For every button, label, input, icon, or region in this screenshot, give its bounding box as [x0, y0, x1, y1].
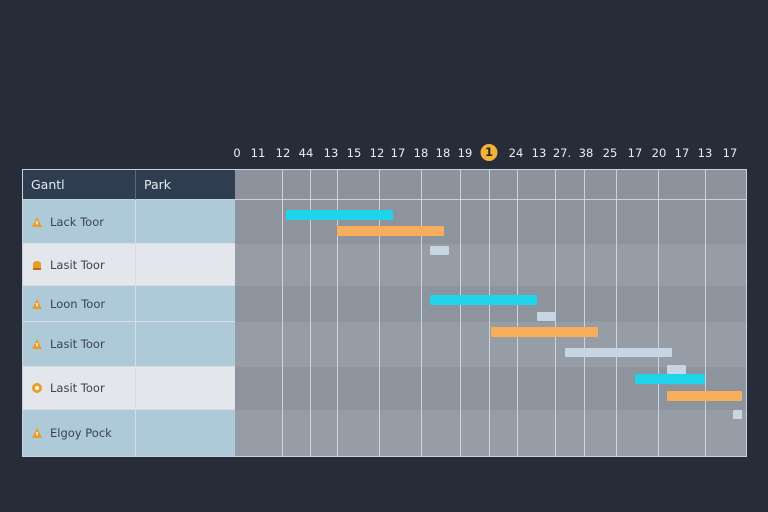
- grid-line: [282, 170, 283, 456]
- task-row-label[interactable]: Elgoy Pock: [23, 410, 136, 456]
- chart-area: [235, 170, 746, 456]
- timeline-tick: 12: [275, 146, 291, 160]
- task-name: Elgoy Pock: [50, 426, 112, 440]
- task-row-label[interactable]: Lasit Toor: [23, 322, 136, 367]
- grid-line: [489, 170, 490, 456]
- task-name: Lasit Toor: [50, 257, 105, 272]
- timeline-tick: 17: [390, 146, 406, 160]
- column-header-park[interactable]: Park: [136, 170, 235, 200]
- task-row-label[interactable]: Lack Toor: [23, 200, 136, 244]
- grid-line: [584, 170, 585, 456]
- gantt-bar-cyan[interactable]: [430, 295, 538, 305]
- circle-badge-icon: [31, 382, 43, 394]
- gantt-bar-orange[interactable]: [337, 226, 445, 236]
- gantt-bar-orange[interactable]: [490, 327, 598, 337]
- task-row-park-cell[interactable]: [136, 322, 235, 367]
- timeline-tick: 17: [722, 146, 738, 160]
- task-row-label[interactable]: Lasit Toor: [23, 367, 136, 410]
- timeline-tick: 0: [233, 146, 241, 160]
- timeline-tick-current[interactable]: 1: [480, 144, 498, 161]
- warning-cone-icon: [31, 338, 43, 350]
- gantt-chart: Gantl Park Lack Toor Lasit Toor Loon Toor L…: [22, 169, 747, 457]
- timeline-tick: 13: [323, 146, 339, 160]
- gantt-bar-pale[interactable]: [537, 312, 556, 321]
- warning-cone-icon: [31, 216, 43, 228]
- grid-line: [337, 170, 338, 456]
- timeline-tick: 44: [298, 146, 314, 160]
- gantt-bar-pale[interactable]: [565, 348, 673, 357]
- task-row-park-cell[interactable]: [136, 367, 235, 410]
- grid-line: [705, 170, 706, 456]
- timeline-tick: 17: [627, 146, 643, 160]
- gantt-bar-cyan[interactable]: [634, 374, 705, 384]
- grid-line: [460, 170, 461, 456]
- task-name: Lasit Toor: [50, 337, 105, 351]
- timeline-tick: 11: [250, 146, 266, 160]
- grid-line: [310, 170, 311, 456]
- grid-line: [658, 170, 659, 456]
- chart-row-band: [235, 322, 746, 367]
- gantt-bar-pale[interactable]: [667, 365, 687, 374]
- timeline-tick: 18: [413, 146, 429, 160]
- grid-line: [517, 170, 518, 456]
- column-header-timeline: [235, 170, 746, 200]
- task-row-park-cell[interactable]: [136, 410, 235, 456]
- grid-line: [379, 170, 380, 456]
- timeline-tick: 24: [508, 146, 524, 160]
- chart-row-band: [235, 410, 746, 456]
- task-name: Loon Toor: [50, 296, 106, 311]
- timeline-tick: 17: [674, 146, 690, 160]
- task-row-label[interactable]: Lasit Toor: [23, 244, 136, 286]
- timeline-tick: 15: [346, 146, 362, 160]
- timeline-tick: 25: [602, 146, 618, 160]
- timeline-header: 0 11 12 44 13 15 12 17 18 18 19 1 24 13 27. 38 25 17 20 17 1…: [226, 144, 746, 162]
- lamp-icon: [31, 259, 43, 271]
- timeline-tick: 19: [457, 146, 473, 160]
- gantt-bar-pale[interactable]: [732, 410, 742, 419]
- task-row-park-cell[interactable]: [136, 244, 235, 286]
- gantt-bar-orange[interactable]: [667, 391, 742, 401]
- timeline-tick: 20: [651, 146, 667, 160]
- chart-row-band: [235, 244, 746, 286]
- task-row-park-cell[interactable]: [136, 286, 235, 322]
- task-name: Lasit Toor: [50, 381, 105, 395]
- timeline-tick: 27.: [552, 146, 572, 160]
- gantt-bar-cyan[interactable]: [286, 210, 394, 220]
- grid-line: [616, 170, 617, 456]
- grid-line: [421, 170, 422, 456]
- timeline-tick: 18: [435, 146, 451, 160]
- task-row-park-cell[interactable]: [136, 200, 235, 244]
- task-name: Lack Toor: [50, 214, 104, 229]
- gantt-bar-pale[interactable]: [430, 246, 449, 255]
- timeline-tick: 12: [369, 146, 385, 160]
- timeline-tick: 38: [578, 146, 594, 160]
- timeline-tick: 13: [531, 146, 547, 160]
- warning-cone-icon: [31, 427, 43, 439]
- chart-row-band: [235, 200, 746, 244]
- column-header-gantt[interactable]: Gantl: [23, 170, 136, 200]
- warning-cone-icon: [31, 298, 43, 310]
- task-row-label[interactable]: Loon Toor: [23, 286, 136, 322]
- timeline-tick: 13: [697, 146, 713, 160]
